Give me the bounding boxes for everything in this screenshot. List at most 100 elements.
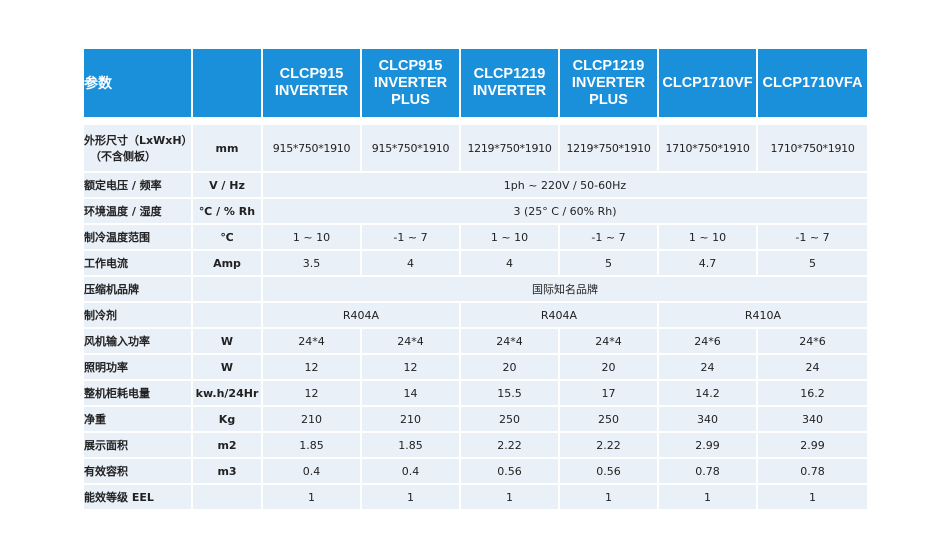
value-cell: 2.99 bbox=[758, 433, 867, 457]
value-cell: 1ph ~ 220V / 50-60Hz bbox=[263, 173, 867, 197]
value-cell: 24*6 bbox=[758, 329, 867, 353]
value-cell: 3.5 bbox=[263, 251, 360, 275]
value-cell: 2.22 bbox=[461, 433, 558, 457]
value-cell: 0.78 bbox=[659, 459, 756, 483]
value-cell: 1219*750*1910 bbox=[461, 125, 558, 171]
value-cell: 5 bbox=[560, 251, 657, 275]
value-cell: 1 bbox=[758, 485, 867, 509]
value-cell: R404A bbox=[263, 303, 459, 327]
value-cell: 2.22 bbox=[560, 433, 657, 457]
value-cell: 0.78 bbox=[758, 459, 867, 483]
header-model-1: CLCP915 INVERTER bbox=[263, 49, 360, 117]
row-label: 额定电压 / 频率 bbox=[84, 173, 191, 197]
row-volume: 有效容积 m3 0.4 0.4 0.56 0.56 0.78 0.78 bbox=[84, 459, 867, 483]
value-cell: 2.99 bbox=[659, 433, 756, 457]
header-model-6: CLCP1710VFA bbox=[758, 49, 867, 117]
row-label: 风机输入功率 bbox=[84, 329, 191, 353]
value-cell: 1 bbox=[560, 485, 657, 509]
value-cell: 12 bbox=[263, 355, 360, 379]
unit-cell: W bbox=[193, 329, 261, 353]
unit-cell: V / Hz bbox=[193, 173, 261, 197]
value-cell: 12 bbox=[263, 381, 360, 405]
value-cell: 16.2 bbox=[758, 381, 867, 405]
value-cell: 24*6 bbox=[659, 329, 756, 353]
row-label: 制冷温度范围 bbox=[84, 225, 191, 249]
value-cell: 3 (25° C / 60% Rh) bbox=[263, 199, 867, 223]
value-cell: 1 bbox=[263, 485, 360, 509]
value-cell: 24*4 bbox=[461, 329, 558, 353]
row-label: 压缩机品牌 bbox=[84, 277, 191, 301]
row-weight: 净重 Kg 210 210 250 250 340 340 bbox=[84, 407, 867, 431]
value-cell: 210 bbox=[362, 407, 459, 431]
value-cell: 国际知名品牌 bbox=[263, 277, 867, 301]
header-model-4: CLCP1219 INVERTER PLUS bbox=[560, 49, 657, 117]
value-cell: R410A bbox=[659, 303, 867, 327]
row-dimensions: 外形尺寸（LxWxH） （不含侧板） mm 915*750*1910 915*7… bbox=[84, 125, 867, 171]
value-cell: 1710*750*1910 bbox=[758, 125, 867, 171]
row-label: 能效等级 EEL bbox=[84, 485, 191, 509]
unit-cell: ℃ / % Rh bbox=[193, 199, 261, 223]
unit-cell bbox=[193, 277, 261, 301]
value-cell: 1 ~ 10 bbox=[461, 225, 558, 249]
unit-cell: Amp bbox=[193, 251, 261, 275]
row-energy: 整机柜耗电量 kw.h/24Hr 12 14 15.5 17 14.2 16.2 bbox=[84, 381, 867, 405]
value-cell: 1 ~ 10 bbox=[659, 225, 756, 249]
value-cell: 1 bbox=[362, 485, 459, 509]
row-refrigerant: 制冷剂 R404A R404A R410A bbox=[84, 303, 867, 327]
value-cell: 14 bbox=[362, 381, 459, 405]
value-cell: 250 bbox=[560, 407, 657, 431]
header-model-2: CLCP915 INVERTER PLUS bbox=[362, 49, 459, 117]
unit-cell: mm bbox=[193, 125, 261, 171]
header-row: 参数 CLCP915 INVERTER CLCP915 INVERTER PLU… bbox=[84, 49, 867, 117]
unit-cell: ℃ bbox=[193, 225, 261, 249]
header-param: 参数 bbox=[84, 49, 191, 117]
unit-cell: m2 bbox=[193, 433, 261, 457]
row-label: 净重 bbox=[84, 407, 191, 431]
value-cell: 4.7 bbox=[659, 251, 756, 275]
row-compressor: 压缩机品牌 国际知名品牌 bbox=[84, 277, 867, 301]
value-cell: 4 bbox=[461, 251, 558, 275]
row-label: 展示面积 bbox=[84, 433, 191, 457]
value-cell: 4 bbox=[362, 251, 459, 275]
value-cell: 24*4 bbox=[362, 329, 459, 353]
label-line1: 外形尺寸（LxWxH） bbox=[84, 134, 191, 147]
header-unit bbox=[193, 49, 261, 117]
value-cell: 1 bbox=[659, 485, 756, 509]
value-cell: 14.2 bbox=[659, 381, 756, 405]
row-fan-power: 风机输入功率 W 24*4 24*4 24*4 24*4 24*6 24*6 bbox=[84, 329, 867, 353]
label-line2: （不含侧板） bbox=[90, 150, 156, 163]
value-cell: 1219*750*1910 bbox=[560, 125, 657, 171]
row-label: 整机柜耗电量 bbox=[84, 381, 191, 405]
value-cell: -1 ~ 7 bbox=[362, 225, 459, 249]
value-cell: 250 bbox=[461, 407, 558, 431]
unit-cell bbox=[193, 303, 261, 327]
row-label: 工作电流 bbox=[84, 251, 191, 275]
value-cell: 24*4 bbox=[263, 329, 360, 353]
value-cell: R404A bbox=[461, 303, 657, 327]
unit-cell bbox=[193, 485, 261, 509]
header-model-3: CLCP1219 INVERTER bbox=[461, 49, 558, 117]
value-cell: 24 bbox=[758, 355, 867, 379]
unit-cell: Kg bbox=[193, 407, 261, 431]
row-eel: 能效等级 EEL 1 1 1 1 1 1 bbox=[84, 485, 867, 509]
row-label: 有效容积 bbox=[84, 459, 191, 483]
spacer bbox=[84, 119, 867, 123]
value-cell: 1 ~ 10 bbox=[263, 225, 360, 249]
value-cell: 0.56 bbox=[461, 459, 558, 483]
value-cell: 1 bbox=[461, 485, 558, 509]
value-cell: -1 ~ 7 bbox=[560, 225, 657, 249]
value-cell: 1.85 bbox=[263, 433, 360, 457]
value-cell: 12 bbox=[362, 355, 459, 379]
value-cell: 0.4 bbox=[263, 459, 360, 483]
value-cell: 1.85 bbox=[362, 433, 459, 457]
value-cell: 15.5 bbox=[461, 381, 558, 405]
row-light-power: 照明功率 W 12 12 20 20 24 24 bbox=[84, 355, 867, 379]
value-cell: 915*750*1910 bbox=[362, 125, 459, 171]
value-cell: -1 ~ 7 bbox=[758, 225, 867, 249]
unit-cell: kw.h/24Hr bbox=[193, 381, 261, 405]
value-cell: 20 bbox=[560, 355, 657, 379]
unit-cell: W bbox=[193, 355, 261, 379]
value-cell: 1710*750*1910 bbox=[659, 125, 756, 171]
row-display-area: 展示面积 m2 1.85 1.85 2.22 2.22 2.99 2.99 bbox=[84, 433, 867, 457]
row-current: 工作电流 Amp 3.5 4 4 5 4.7 5 bbox=[84, 251, 867, 275]
